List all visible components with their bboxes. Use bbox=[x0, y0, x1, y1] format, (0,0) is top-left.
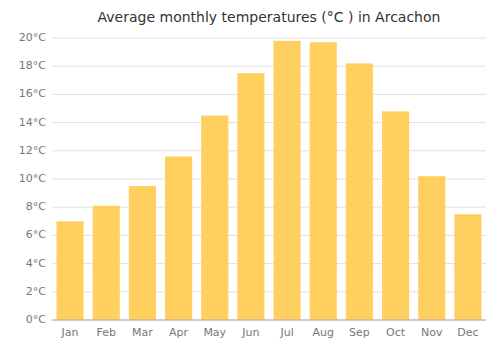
x-tick-label: May bbox=[203, 326, 226, 339]
bar bbox=[310, 42, 337, 320]
bar bbox=[165, 156, 192, 320]
bar bbox=[237, 73, 264, 320]
bar bbox=[201, 116, 228, 320]
grid-line bbox=[52, 150, 486, 151]
x-tick-label: Nov bbox=[421, 326, 443, 339]
bars bbox=[57, 41, 482, 320]
bar bbox=[346, 63, 373, 320]
y-tick-label: 18°C bbox=[19, 59, 46, 72]
x-tick-label: Feb bbox=[97, 326, 116, 339]
y-tick-label: 14°C bbox=[19, 116, 46, 129]
x-tick-label: Oct bbox=[386, 326, 406, 339]
y-tick-label: 4°C bbox=[26, 257, 46, 270]
y-axis: 0°C 2°C 4°C 6°C 8°C 10°C 12°C 14°C 16°C 18°C 20°C bbox=[19, 31, 486, 326]
y-tick-label: 10°C bbox=[19, 172, 46, 185]
chart: Average monthly temperatures (°C ) in Ar… bbox=[0, 0, 500, 350]
x-tick-label: Jun bbox=[241, 326, 259, 339]
bar bbox=[57, 221, 84, 320]
y-tick-label: 0°C bbox=[26, 313, 46, 326]
x-tick-label: Jan bbox=[61, 326, 79, 339]
bar bbox=[454, 214, 481, 320]
x-tick-label: Jul bbox=[279, 326, 293, 339]
y-tick-label: 20°C bbox=[19, 31, 46, 44]
y-tick-label: 16°C bbox=[19, 87, 46, 100]
grid-line bbox=[52, 122, 486, 123]
grid-line bbox=[52, 320, 486, 321]
x-axis: Jan Feb Mar Apr May Jun Jul Aug Sep Oct Nov Dec bbox=[61, 326, 479, 339]
x-tick-label: Apr bbox=[169, 326, 189, 339]
x-tick-label: Sep bbox=[349, 326, 370, 339]
y-tick-label: 6°C bbox=[26, 228, 46, 241]
grid-line bbox=[52, 66, 486, 67]
grid-line bbox=[52, 38, 486, 39]
bar bbox=[274, 41, 301, 320]
x-tick-label: Mar bbox=[132, 326, 153, 339]
y-tick-label: 8°C bbox=[26, 200, 46, 213]
page: {"chart_data": {"type": "bar", "title": … bbox=[0, 0, 500, 350]
title: Average monthly temperatures (°C ) in Ar… bbox=[98, 9, 441, 25]
x-tick-label: Aug bbox=[313, 326, 334, 339]
grid-line bbox=[52, 94, 486, 95]
bar bbox=[382, 111, 409, 320]
y-tick-label: 2°C bbox=[26, 285, 46, 298]
y-tick-label: 12°C bbox=[19, 144, 46, 157]
x-tick-label: Dec bbox=[457, 326, 478, 339]
bar bbox=[93, 206, 120, 320]
chart-container: Average monthly temperatures (°C ) in Ar… bbox=[0, 0, 500, 350]
x-axis-line bbox=[52, 320, 486, 321]
bar bbox=[129, 186, 156, 320]
bar bbox=[418, 176, 445, 320]
